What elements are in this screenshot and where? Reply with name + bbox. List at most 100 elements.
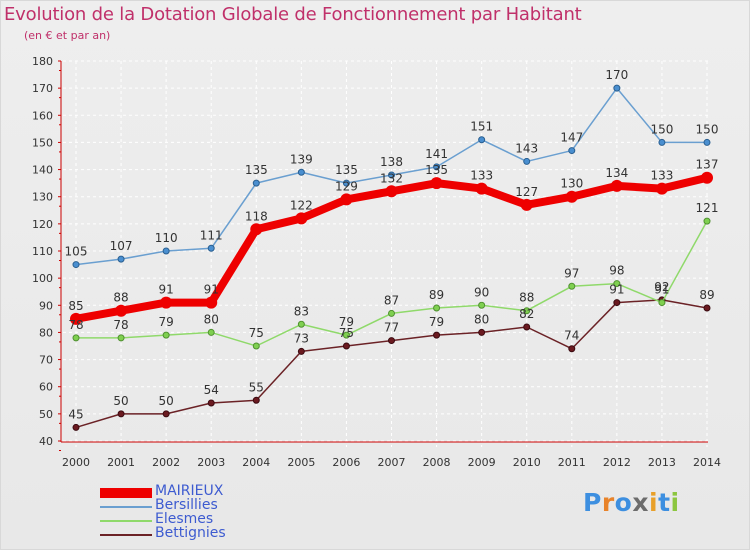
y-tick-label: 100 <box>32 272 53 285</box>
chart-subtitle: (en € et par an) <box>24 29 111 42</box>
data-point-bersillies <box>568 147 576 155</box>
x-tick-label: 2006 <box>332 456 360 469</box>
data-label-elesmes: 91 <box>654 283 669 297</box>
data-point-mairieux <box>565 190 578 203</box>
data-label-bettignies: 50 <box>159 394 174 408</box>
y-tick-label: 180 <box>32 55 53 68</box>
data-label-bettignies: 92 <box>654 280 669 294</box>
data-point-elesmes <box>523 307 531 315</box>
data-point-bettignies <box>703 304 711 312</box>
data-point-elesmes <box>297 320 305 328</box>
data-point-bersillies <box>478 136 486 144</box>
data-label-bettignies: 77 <box>384 321 399 335</box>
data-label-elesmes: 83 <box>294 304 309 318</box>
data-point-bersillies <box>297 168 305 176</box>
data-point-bettignies <box>388 337 395 345</box>
data-point-elesmes <box>162 331 170 339</box>
data-point-bersillies <box>388 171 395 179</box>
data-label-elesmes: 80 <box>204 312 219 326</box>
data-label-mairieux: 88 <box>113 291 128 305</box>
y-tick-label: 40 <box>39 435 53 448</box>
data-point-elesmes <box>342 331 350 339</box>
data-label-mairieux: 135 <box>425 163 448 177</box>
data-point-bersillies <box>613 84 621 92</box>
data-label-elesmes: 121 <box>696 201 719 215</box>
data-point-mairieux <box>520 198 533 211</box>
y-tick-label: 140 <box>32 164 53 177</box>
legend-item-mairieux: MAIRIEUX <box>100 483 300 499</box>
data-point-mairieux <box>655 182 668 195</box>
data-point-bersillies <box>523 157 531 165</box>
data-label-bettignies: 79 <box>429 315 444 329</box>
grid-lines <box>63 60 708 447</box>
y-tick-label: 160 <box>32 109 53 122</box>
data-label-bersillies: 111 <box>200 228 223 242</box>
data-point-mairieux <box>115 304 128 317</box>
data-point-bersillies <box>658 138 666 146</box>
data-point-elesmes <box>117 334 125 342</box>
data-label-bersillies: 135 <box>245 163 268 177</box>
legend-item-elesmes: Elesmes <box>100 511 300 527</box>
data-point-bersillies <box>207 244 215 252</box>
data-label-bettignies: 75 <box>339 326 354 340</box>
data-point-bersillies <box>703 138 711 146</box>
data-label-bersillies: 138 <box>380 155 403 169</box>
legend-label: MAIRIEUX <box>155 483 224 499</box>
data-point-bettignies <box>613 299 621 307</box>
y-tick-label: 90 <box>39 299 53 312</box>
data-label-bettignies: 45 <box>68 407 83 421</box>
data-label-bettignies: 74 <box>564 329 579 343</box>
data-label-bersillies: 110 <box>155 231 178 245</box>
data-point-mairieux <box>610 179 623 192</box>
data-point-mairieux <box>475 182 488 195</box>
data-label-elesmes: 88 <box>519 291 534 305</box>
data-label-bettignies: 80 <box>474 312 489 326</box>
x-tick-label: 2004 <box>242 456 270 469</box>
data-point-elesmes <box>252 342 260 350</box>
data-label-elesmes: 90 <box>474 285 489 299</box>
data-label-bersillies: 141 <box>425 147 448 161</box>
data-label-mairieux: 91 <box>204 283 219 297</box>
data-label-elesmes: 78 <box>68 318 83 332</box>
data-point-elesmes <box>703 217 711 225</box>
data-label-mairieux: 133 <box>470 169 493 183</box>
data-label-bettignies: 82 <box>519 307 534 321</box>
data-label-elesmes: 79 <box>159 315 174 329</box>
data-labels: 85 88 91 91 118 122 129 132 135 133 127 130 134 133 13… <box>65 68 719 421</box>
x-tick-label: 2007 <box>378 456 406 469</box>
data-label-elesmes: 98 <box>609 264 624 278</box>
y-tick-label: 60 <box>39 381 53 394</box>
chart-title: Evolution de la Dotation Globale de Fonc… <box>4 4 582 25</box>
data-label-bersillies: 105 <box>65 245 88 259</box>
data-point-bettignies <box>252 396 260 404</box>
data-point-mairieux <box>205 296 218 309</box>
legend-label: Elesmes <box>155 511 214 527</box>
x-tick-label: 2005 <box>287 456 315 469</box>
x-tick-label: 2011 <box>558 456 586 469</box>
data-point-mairieux <box>160 296 173 309</box>
data-point-bersillies <box>72 261 80 269</box>
data-point-mairieux <box>250 223 263 236</box>
data-point-bettignies <box>162 410 170 418</box>
data-label-mairieux: 127 <box>515 185 538 199</box>
legend-swatch <box>100 534 152 536</box>
data-point-bettignies <box>72 423 80 431</box>
legend-item-bettignies: Bettignies <box>100 525 300 541</box>
data-point-bersillies <box>252 179 260 187</box>
data-label-bersillies: 151 <box>470 120 493 134</box>
data-label-bersillies: 147 <box>560 131 583 145</box>
data-label-bersillies: 150 <box>696 122 719 136</box>
legend-swatch <box>100 520 152 522</box>
data-point-elesmes <box>207 328 215 336</box>
data-point-mairieux <box>430 177 443 190</box>
data-point-bettignies <box>478 328 486 336</box>
data-label-bersillies: 143 <box>515 141 538 155</box>
data-point-mairieux <box>295 212 308 225</box>
data-point-bettignies <box>523 323 531 331</box>
x-tick-label: 2002 <box>152 456 180 469</box>
data-label-mairieux: 129 <box>335 179 358 193</box>
data-point-bettignies <box>117 410 125 418</box>
data-point-bettignies <box>297 347 305 355</box>
data-label-elesmes: 87 <box>384 293 399 307</box>
data-label-bersillies: 150 <box>650 122 673 136</box>
